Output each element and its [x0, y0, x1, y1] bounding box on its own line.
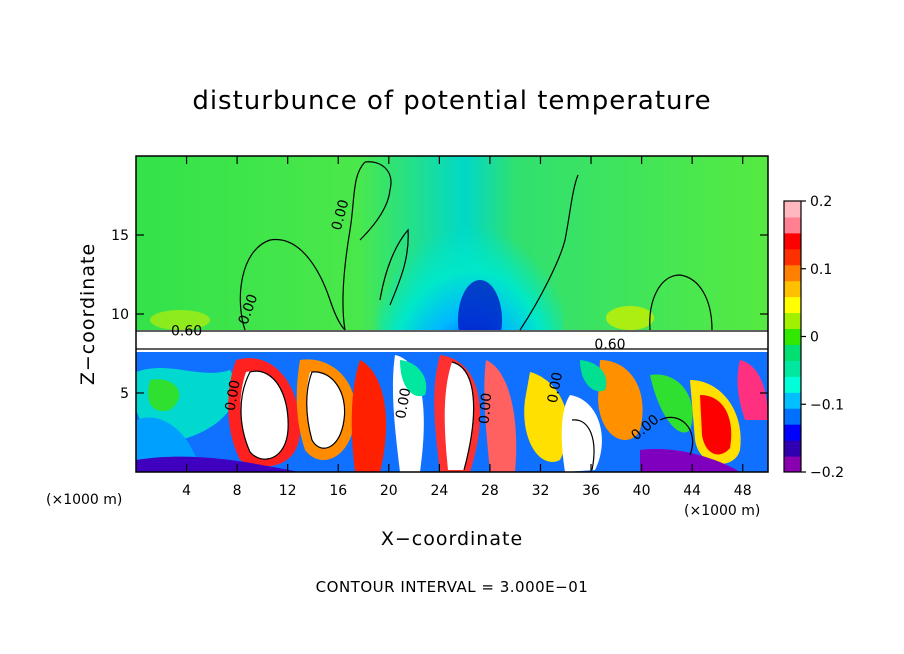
colorbar-swatch: [784, 328, 801, 345]
contour-label: 0.00: [223, 379, 244, 412]
contour-label: 0.00: [329, 198, 353, 232]
colorbar-swatch: [784, 201, 801, 218]
contour-label: 0.00: [477, 392, 496, 424]
x-tick-label: 36: [582, 483, 600, 499]
contour-label: 0.60: [594, 337, 625, 353]
x-unit-label-right: (×1000 m): [684, 503, 761, 519]
y-tick-label: 10: [111, 307, 129, 323]
x-axis-label: X−coordinate: [380, 528, 524, 550]
colorbar-swatch: [784, 376, 801, 393]
y-tick-label: 5: [120, 386, 129, 402]
turbulent-patches: [136, 355, 768, 472]
heatmap-field: [136, 156, 768, 472]
colorbar-swatch: [784, 232, 801, 250]
white-band: [136, 330, 768, 352]
x-tick-label: 28: [481, 483, 499, 499]
colorbar-swatch: [784, 344, 801, 361]
x-tick-label: 48: [734, 483, 752, 499]
colorbar-tick-label: −0.2: [810, 465, 844, 481]
colorbar-swatch: [784, 296, 801, 314]
colorbar-swatch: [784, 408, 801, 425]
colorbar-swatch: [784, 280, 801, 298]
x-tick-label: 20: [380, 483, 398, 499]
x-tick-label: 32: [532, 483, 550, 499]
colorbar-swatch: [784, 248, 801, 266]
colorbar: 0.2 0.1 0 −0.1 −0.2: [783, 194, 844, 481]
chart-title: disturbunce of potential temperature: [192, 86, 712, 116]
colorbar-swatch: [784, 312, 801, 330]
x-tick-label: 4: [182, 483, 191, 499]
colorbar-tick-label: −0.1: [810, 397, 844, 413]
x-tick-label: 40: [633, 483, 651, 499]
colorbar-tick-label: 0: [810, 330, 819, 346]
x-tick-label: 12: [279, 483, 297, 499]
colorbar-tick-label: 0.2: [810, 194, 832, 210]
x-tick-label: 8: [233, 483, 242, 499]
x-unit-label-left: (×1000 m): [46, 492, 123, 508]
colorbar-swatch: [784, 360, 801, 377]
contour-interval-note: CONTOUR INTERVAL = 3.000E−01: [315, 578, 589, 596]
x-tick-label: 44: [683, 483, 701, 499]
contour-lines: [136, 161, 768, 471]
y-tick-label: 15: [111, 228, 129, 244]
contour-label: 0.60: [171, 323, 202, 339]
colorbar-swatch: [784, 216, 801, 234]
x-tick-label: 24: [430, 483, 448, 499]
colorbar-swatch: [784, 392, 801, 409]
colorbar-swatch: [784, 456, 801, 473]
contour-label: 0.00: [545, 371, 566, 404]
contour-label: 0.00: [393, 387, 414, 420]
colorbar-swatch: [784, 424, 801, 441]
colorbar-swatch: [784, 264, 801, 282]
colorbar-tick-label: 0.1: [810, 262, 832, 278]
colorbar-swatch: [784, 440, 801, 457]
x-tick-label: 16: [329, 483, 347, 499]
